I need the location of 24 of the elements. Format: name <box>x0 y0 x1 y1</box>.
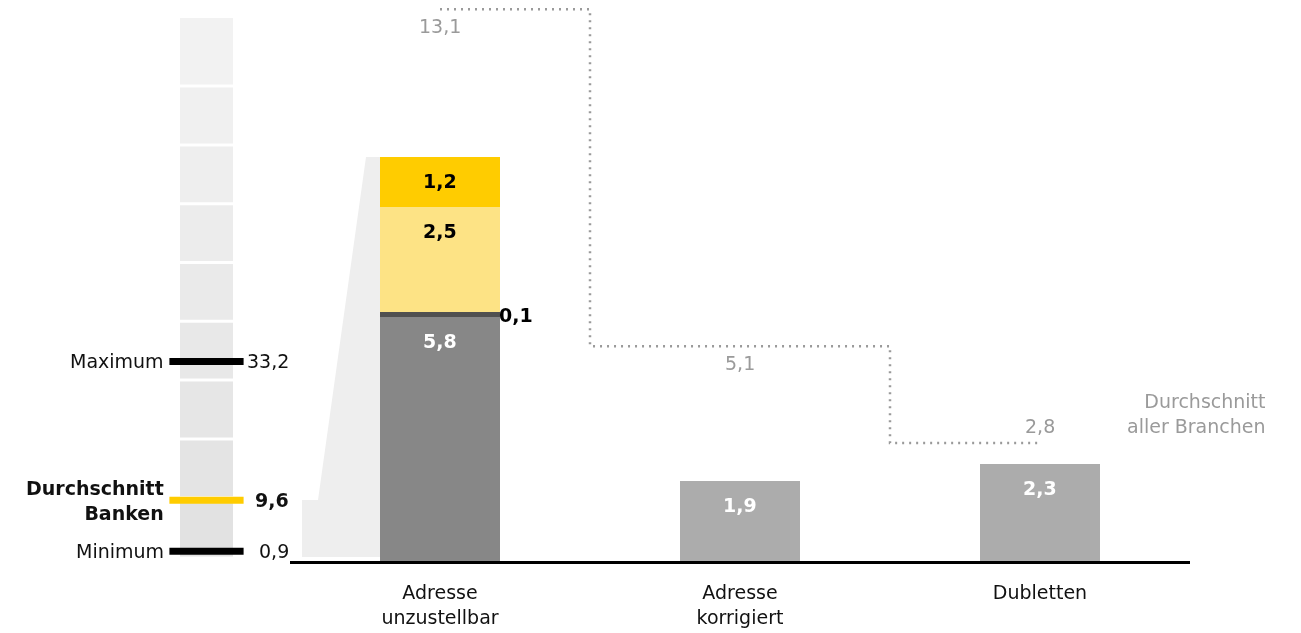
category-label: Durchschnitt Banken <box>26 477 164 524</box>
data-label: 2,5 <box>423 220 457 242</box>
data-label: 0,9 <box>259 540 290 562</box>
data-label: 2,8 <box>1025 415 1056 437</box>
data-label: 1,9 <box>723 494 757 516</box>
data-label: 5,1 <box>725 352 756 374</box>
bar <box>380 207 500 313</box>
data-label: 5,8 <box>423 330 457 352</box>
text: Durchschnitt aller Branchen <box>1127 390 1266 437</box>
bar <box>380 156 500 208</box>
bar <box>380 312 500 317</box>
x-tick-label: Adresse korrigiert <box>696 580 784 628</box>
category-label: Maximum <box>70 350 164 372</box>
x-tick-label: Adresse unzustellbar <box>381 580 499 628</box>
data-label: 33,2 <box>247 350 290 372</box>
data-label: 1,2 <box>423 170 457 192</box>
category-label: Minimum <box>76 540 165 562</box>
bar <box>680 480 800 561</box>
data-label: 2,3 <box>1023 477 1057 499</box>
data-label: 13,1 <box>419 15 462 37</box>
bar <box>980 464 1100 561</box>
x-tick-label: Dubletten <box>992 580 1088 603</box>
data-label: 0,1 <box>499 304 533 326</box>
data-label: 9,6 <box>255 489 289 511</box>
